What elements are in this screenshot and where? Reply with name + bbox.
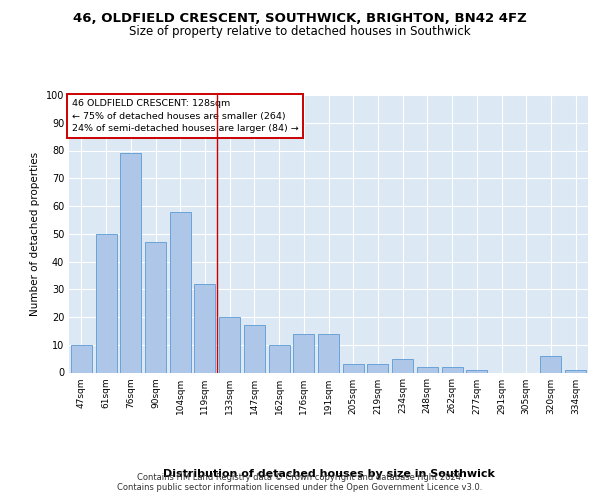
Bar	[392, 358, 413, 372]
Bar	[343, 364, 364, 372]
Bar	[565, 370, 586, 372]
Bar	[442, 367, 463, 372]
Bar	[318, 334, 339, 372]
Text: Size of property relative to detached houses in Southwick: Size of property relative to detached ho…	[129, 25, 471, 38]
Bar	[71, 345, 92, 372]
Text: 46 OLDFIELD CRESCENT: 128sqm
← 75% of detached houses are smaller (264)
24% of s: 46 OLDFIELD CRESCENT: 128sqm ← 75% of de…	[71, 99, 298, 133]
X-axis label: Distribution of detached houses by size in Southwick: Distribution of detached houses by size …	[163, 470, 494, 480]
Text: Contains HM Land Registry data © Crown copyright and database right 2024.
Contai: Contains HM Land Registry data © Crown c…	[118, 473, 482, 492]
Bar	[541, 356, 562, 372]
Bar	[367, 364, 388, 372]
Bar	[219, 317, 240, 372]
Y-axis label: Number of detached properties: Number of detached properties	[30, 152, 40, 316]
Bar	[466, 370, 487, 372]
Bar	[120, 154, 141, 372]
Bar	[95, 234, 116, 372]
Bar	[269, 345, 290, 372]
Bar	[244, 326, 265, 372]
Bar	[194, 284, 215, 372]
Bar	[145, 242, 166, 372]
Text: 46, OLDFIELD CRESCENT, SOUTHWICK, BRIGHTON, BN42 4FZ: 46, OLDFIELD CRESCENT, SOUTHWICK, BRIGHT…	[73, 12, 527, 26]
Bar	[170, 212, 191, 372]
Bar	[417, 367, 438, 372]
Bar	[293, 334, 314, 372]
